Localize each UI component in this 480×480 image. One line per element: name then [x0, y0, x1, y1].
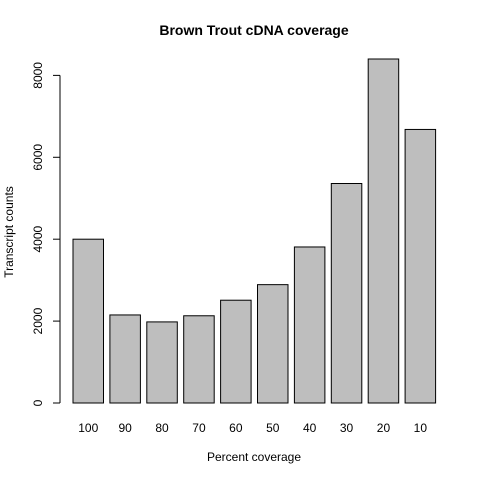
bar-80 [146, 321, 178, 404]
x-tick-label: 100 [78, 421, 98, 435]
bar-10 [404, 128, 437, 404]
bars-group [72, 58, 437, 404]
bar-100 [72, 238, 104, 404]
x-tick-label: 80 [155, 421, 169, 435]
x-tick-label: 60 [229, 421, 243, 435]
y-tick-label: 2000 [31, 307, 45, 334]
bar-90 [109, 314, 141, 404]
y-axis-label: Transcript counts [2, 186, 16, 278]
y-tick-label: 4000 [31, 226, 45, 253]
y-tick-label: 6000 [31, 144, 45, 171]
x-tick-label: 90 [118, 421, 132, 435]
x-tick-label: 10 [414, 421, 428, 435]
chart-title: Brown Trout cDNA coverage [159, 22, 349, 38]
bar-50 [257, 284, 289, 404]
x-tick-label: 30 [340, 421, 354, 435]
bar-60 [220, 299, 252, 404]
x-tick-label: 20 [377, 421, 391, 435]
bar-20 [367, 58, 400, 404]
x-tick-label: 70 [192, 421, 206, 435]
bar-40 [293, 246, 326, 404]
y-axis: 0 2000 4000 6000 8000 [31, 62, 61, 406]
x-tick-label: 50 [266, 421, 280, 435]
x-axis-label: Percent coverage [207, 450, 301, 464]
x-tick-label: 40 [303, 421, 317, 435]
y-tick-label: 0 [31, 399, 45, 406]
x-tick-labels: 100 90 80 70 60 50 40 30 20 10 [78, 421, 427, 435]
bar-70 [183, 315, 215, 404]
bar-30 [330, 183, 363, 404]
y-tick-label: 8000 [31, 62, 45, 89]
